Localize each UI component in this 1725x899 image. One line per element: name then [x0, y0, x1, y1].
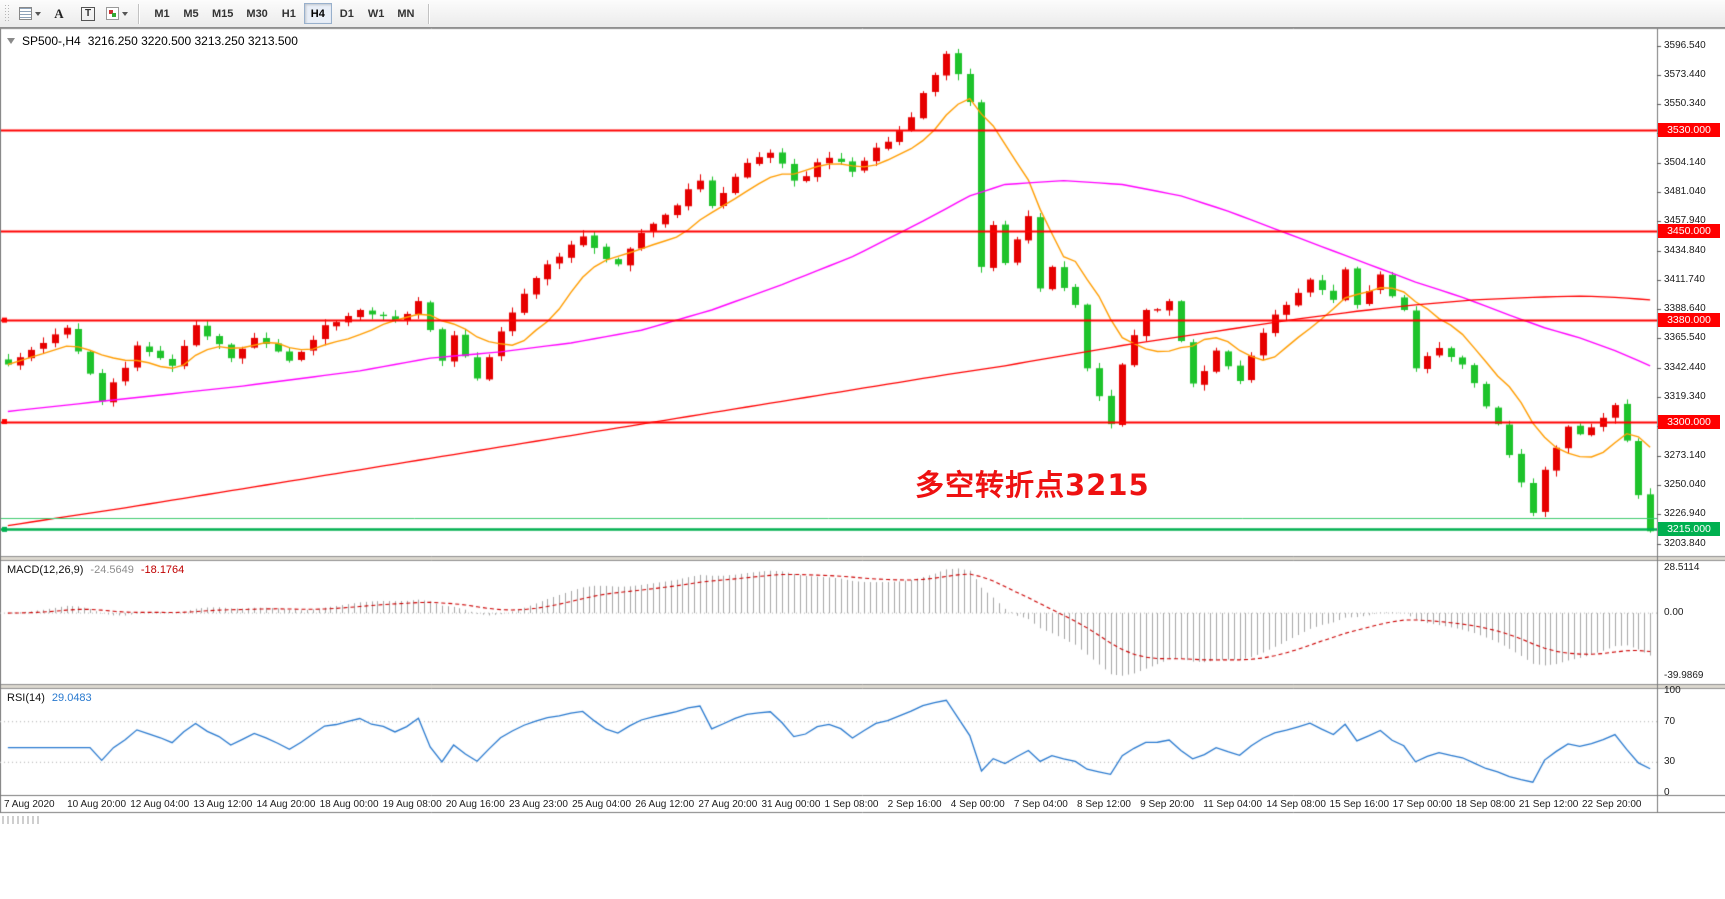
chart-list-button[interactable] — [17, 3, 43, 25]
timeframe-button-M15[interactable]: M15 — [206, 3, 239, 24]
toolbar-separator — [138, 3, 140, 24]
timeframe-button-MN[interactable]: MN — [391, 3, 420, 24]
chevron-down-icon — [122, 11, 128, 16]
macd-main-value: -24.5649 — [90, 564, 134, 576]
chart-title-row: SP500-,H4 3216.250 3220.500 3213.250 321… — [7, 34, 298, 48]
list-icon — [19, 7, 32, 20]
one-click-trading-toggle-icon[interactable] — [7, 38, 15, 44]
main-toolbar: A T M1 M5 M15 M30 H1 H4 D1 W1 MN — [0, 0, 1725, 28]
text-label-icon: T — [80, 6, 96, 21]
timeframe-button-M1[interactable]: M1 — [148, 3, 176, 24]
rsi-value: 29.0483 — [51, 692, 92, 704]
timeframe-button-M30[interactable]: M30 — [240, 3, 273, 24]
chevron-down-icon — [35, 11, 41, 16]
shapes-icon — [106, 7, 119, 20]
toolbar-separator — [428, 3, 431, 24]
timeframe-button-H4[interactable]: H4 — [303, 3, 332, 24]
macd-indicator-label: MACD(12,26,9) -24.5649 -18.1764 — [7, 564, 184, 576]
timeframe-button-M5[interactable]: M5 — [177, 3, 205, 24]
timeframe-button-D1[interactable]: D1 — [333, 3, 361, 24]
rsi-name: RSI(14) — [7, 692, 45, 704]
window-resize-gripper[interactable] — [2, 816, 42, 824]
timeframe-button-H1[interactable]: H1 — [275, 3, 303, 24]
ohlc-values-label: 3216.250 3220.500 3213.250 3213.500 — [87, 34, 298, 48]
chart-text-annotation: 多空转折点3215 — [915, 468, 1150, 503]
macd-signal-value: -18.1764 — [140, 564, 185, 576]
macd-name: MACD(12,26,9) — [7, 564, 84, 576]
timeframe-button-group: M1 M5 M15 M30 H1 H4 D1 W1 MN — [148, 3, 420, 24]
text-label-tool-button[interactable]: T — [75, 3, 101, 25]
rsi-indicator-label: RSI(14) 29.0483 — [7, 692, 92, 704]
shapes-tool-button[interactable] — [104, 3, 130, 25]
text-tool-button[interactable]: A — [46, 3, 72, 25]
toolbar-drag-handle[interactable] — [4, 4, 10, 23]
symbol-timeframe-label: SP500-,H4 — [22, 34, 81, 48]
timeframe-button-W1[interactable]: W1 — [362, 3, 391, 24]
